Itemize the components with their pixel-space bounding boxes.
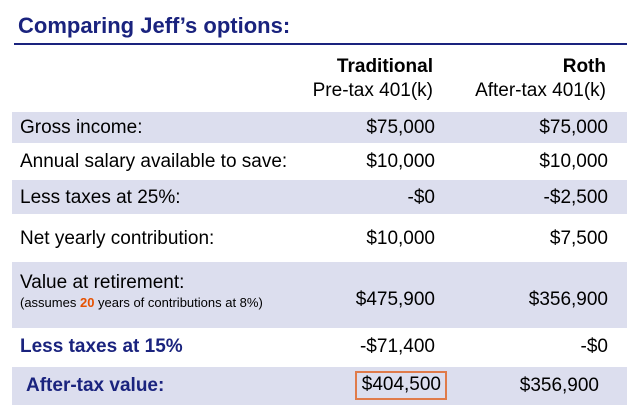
page-title: Comparing Jeff’s options: bbox=[18, 13, 291, 38]
traditional-subheading: Pre-tax 401(k) bbox=[312, 80, 433, 101]
row-label: Less taxes at 25%: bbox=[20, 187, 181, 208]
column-header-traditional: Traditional Pre-tax 401(k) bbox=[313, 55, 433, 103]
traditional-value: $10,000 bbox=[366, 151, 435, 172]
table-row-annual-salary: Annual salary available to save: $10,000… bbox=[12, 146, 627, 177]
row-label: After-tax value: bbox=[26, 375, 165, 396]
roth-value: -$2,500 bbox=[543, 187, 608, 208]
traditional-value-highlighted: $404,500 bbox=[354, 371, 447, 400]
roth-value: $7,500 bbox=[549, 228, 608, 249]
note-prefix: (assumes bbox=[20, 295, 80, 310]
table-row-gross-income: Gross income: $75,000 $75,000 bbox=[12, 112, 627, 143]
table-row-value-at-retirement: Value at retirement: (assumes 20 years o… bbox=[12, 262, 627, 328]
traditional-value: -$71,400 bbox=[359, 336, 435, 357]
retirement-assumption-note: (assumes 20 years of contributions at 8%… bbox=[20, 293, 263, 312]
roth-subheading: After-tax 401(k) bbox=[475, 80, 606, 101]
years-highlight: 20 bbox=[79, 295, 95, 310]
column-header-roth: Roth After-tax 401(k) bbox=[475, 55, 606, 103]
note-suffix: years of contributions at 8%) bbox=[94, 295, 263, 310]
table-row-less-taxes-15: Less taxes at 15% -$71,400 -$0 bbox=[12, 332, 627, 364]
table-row-net-contribution: Net yearly contribution: $10,000 $7,500 bbox=[12, 218, 627, 258]
row-label: Net yearly contribution: bbox=[20, 228, 215, 249]
roth-value: $356,900 bbox=[519, 375, 599, 396]
roth-value: $10,000 bbox=[539, 151, 608, 172]
traditional-value: $475,900 bbox=[355, 289, 435, 310]
traditional-value: -$0 bbox=[407, 187, 435, 208]
title-underline bbox=[14, 43, 627, 45]
table-row-less-taxes-25: Less taxes at 25%: -$0 -$2,500 bbox=[12, 180, 627, 214]
traditional-value: $75,000 bbox=[366, 117, 435, 138]
traditional-value: $10,000 bbox=[366, 228, 435, 249]
roth-value: $356,900 bbox=[528, 289, 608, 310]
row-label: Value at retirement: (assumes 20 years o… bbox=[20, 273, 263, 312]
value-at-retirement-label: Value at retirement: bbox=[20, 272, 185, 293]
roth-heading: Roth bbox=[562, 56, 606, 77]
roth-value: $75,000 bbox=[539, 117, 608, 138]
table-row-after-tax-value: After-tax value: $404,500 $356,900 bbox=[12, 367, 627, 405]
row-label: Less taxes at 15% bbox=[20, 336, 183, 357]
traditional-heading: Traditional bbox=[336, 56, 433, 77]
row-label: Annual salary available to save: bbox=[20, 151, 288, 172]
roth-value: -$0 bbox=[580, 336, 608, 357]
row-label: Gross income: bbox=[20, 117, 143, 138]
